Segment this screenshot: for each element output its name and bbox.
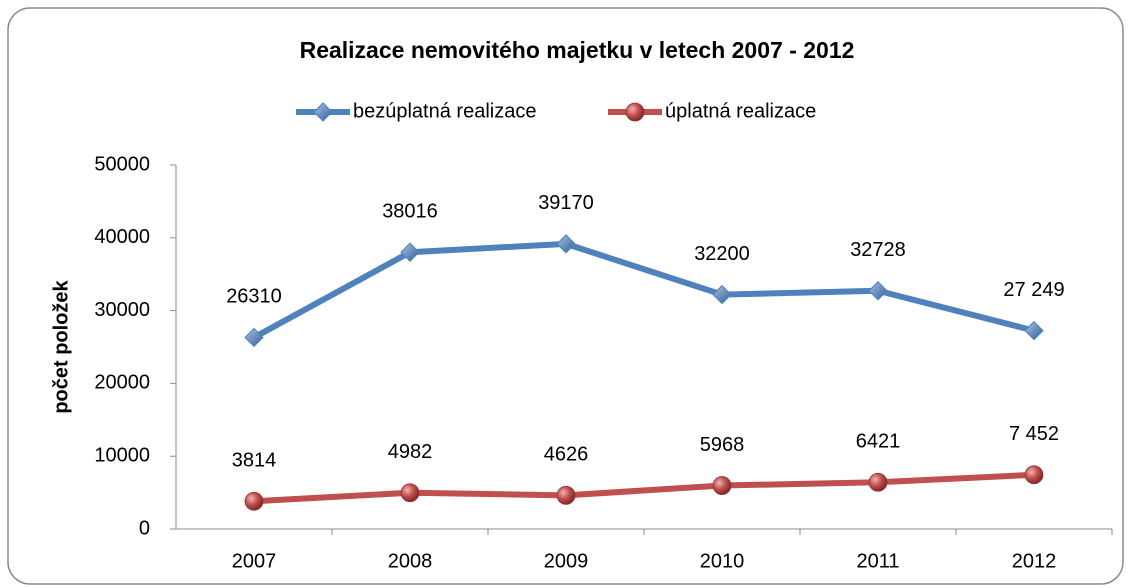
series-line [251, 240, 1037, 341]
legend-marker [313, 102, 333, 122]
legend-label: bezúplatná realizace [353, 100, 536, 122]
y-tick-label: 20000 [94, 372, 150, 394]
data-point [868, 472, 888, 492]
series-line [251, 471, 1037, 505]
data-label: 4626 [544, 444, 589, 466]
data-label: 7 452 [1009, 423, 1059, 445]
y-tick-label: 40000 [94, 226, 150, 248]
data-label: 3814 [232, 450, 277, 472]
data-point [1024, 465, 1044, 485]
x-tick-label: 2010 [700, 550, 745, 572]
data-point [556, 485, 576, 505]
data-label: 27 249 [1003, 279, 1064, 301]
data-point [556, 234, 576, 254]
data-label: 38016 [382, 201, 438, 223]
x-tick-label: 2012 [1012, 550, 1057, 572]
y-tick-label: 0 [139, 517, 150, 539]
data-label: 32200 [694, 243, 750, 265]
chart-title: Realizace nemovitého majetku v letech 20… [300, 37, 855, 63]
data-point [244, 327, 264, 348]
data-label: 39170 [538, 192, 594, 214]
legend-marker [625, 102, 645, 122]
data-point [712, 476, 732, 495]
y-tick-label: 30000 [94, 299, 150, 321]
data-point [244, 491, 264, 511]
data-point [400, 483, 420, 503]
data-label: 5968 [700, 434, 745, 456]
x-tick-label: 2008 [388, 550, 433, 572]
data-point [1024, 320, 1044, 341]
data-label: 26310 [226, 286, 282, 308]
data-point [868, 281, 888, 301]
x-tick-label: 2011 [856, 550, 899, 572]
legend-label: úplatná realizace [665, 100, 816, 122]
x-tick-label: 2007 [232, 550, 277, 572]
chart-frame [7, 7, 1124, 585]
data-point [712, 284, 732, 305]
data-label: 4982 [388, 441, 433, 463]
y-tick-label: 10000 [94, 444, 150, 466]
x-tick-label: 2009 [544, 550, 589, 572]
y-tick-label: 50000 [94, 153, 150, 175]
data-label: 32728 [850, 239, 906, 261]
data-point [400, 242, 420, 262]
y-axis-label: počet položek [50, 279, 72, 413]
data-label: 6421 [856, 431, 901, 453]
